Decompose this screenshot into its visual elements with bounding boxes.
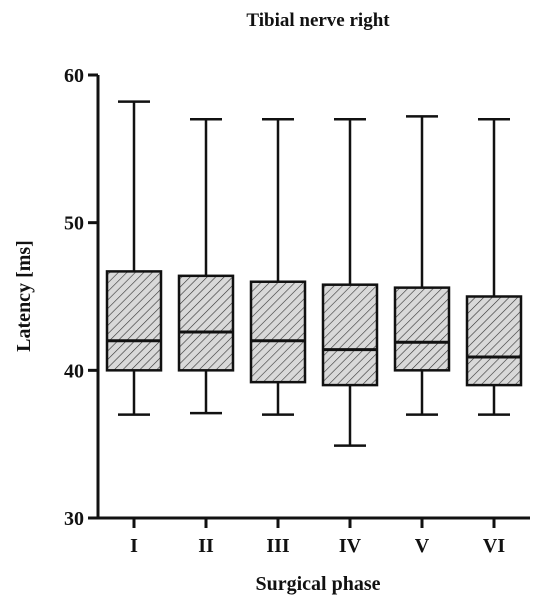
x-tick-label: IV (339, 535, 362, 557)
x-tick-label: III (266, 535, 290, 557)
chart-title: Tibial nerve right (246, 10, 390, 31)
box-IV (321, 118, 379, 447)
iqr-box (321, 283, 379, 387)
box-II (177, 118, 235, 415)
x-tick-label: V (415, 535, 430, 557)
box-plot-series (105, 100, 523, 447)
x-axis: I II III IV V VI (98, 516, 530, 557)
y-axis-label: Latency [ms] (13, 240, 35, 352)
x-tick-label: I (130, 535, 138, 557)
iqr-box (393, 286, 451, 372)
y-tick-label: 30 (64, 508, 84, 530)
y-tick-label: 40 (64, 360, 84, 382)
y-axis: 30 40 50 60 (64, 65, 100, 530)
iqr-box (249, 280, 307, 384)
box-III (249, 118, 307, 416)
x-axis-label: Surgical phase (255, 573, 380, 595)
iqr-box (465, 295, 523, 387)
box-V (393, 115, 451, 416)
iqr-box (177, 274, 235, 372)
y-tick-label: 60 (64, 65, 84, 87)
box-I (105, 100, 163, 416)
iqr-box (105, 270, 163, 372)
y-tick-label: 50 (64, 213, 84, 235)
box-VI (465, 118, 523, 416)
x-tick-label: II (198, 535, 214, 557)
x-tick-label: VI (483, 535, 505, 557)
